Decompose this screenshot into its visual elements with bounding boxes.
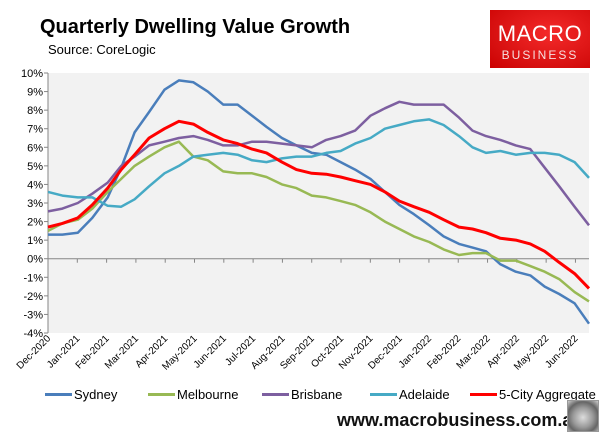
logo-line2: BUSINESS [501, 48, 579, 62]
chart-source: Source: CoreLogic [48, 42, 156, 57]
y-tick-label: -4% [23, 328, 43, 340]
y-tick-label: 8% [27, 105, 43, 117]
y-tick-label: 5% [27, 161, 43, 173]
legend-swatch [262, 393, 289, 396]
legend-item: Melbourne [148, 387, 238, 402]
y-tick-label: -1% [23, 272, 43, 284]
y-tick-label: 4% [27, 179, 43, 191]
website-url: www.macrobusiness.com.au [337, 410, 584, 430]
plot-area [48, 73, 589, 333]
series-line-melbourne [47, 140, 590, 303]
y-tick-label: 3% [27, 198, 43, 210]
legend-item: Sydney [45, 387, 117, 402]
legend-swatch [370, 393, 397, 396]
y-tick-label: -3% [23, 309, 43, 321]
legend-item: Adelaide [370, 387, 450, 402]
series-line-5-city-aggregate [47, 119, 591, 290]
legend-swatch [148, 393, 175, 396]
legend-item: 5-City Aggregate [470, 387, 596, 402]
y-tick-label: 7% [27, 124, 43, 136]
legend-label: Brisbane [291, 387, 343, 402]
y-tick-label: 1% [27, 235, 43, 247]
legend-swatch [45, 393, 72, 396]
legend-label: Adelaide [399, 387, 450, 402]
legend-label: Sydney [74, 387, 118, 402]
legend-item: Brisbane [262, 387, 342, 402]
legend-label: Melbourne [177, 387, 239, 402]
x-tick-label: Jun-2022 [543, 333, 581, 371]
series-line-adelaide [47, 118, 590, 208]
y-tick-label: 9% [27, 87, 43, 99]
legend-label: 5-City Aggregate [499, 387, 596, 402]
y-tick-label: 6% [27, 142, 43, 154]
logo-line1: MACRO [497, 21, 583, 46]
macrobusiness-logo: MACRO BUSINESS [490, 10, 590, 68]
chart-title: Quarterly Dwelling Value Growth [40, 16, 351, 38]
legend-swatch [470, 393, 497, 396]
y-tick-label: 10% [21, 68, 43, 80]
series-line-brisbane [47, 100, 590, 227]
y-tick-label: 0% [27, 254, 43, 266]
y-tick-label: 2% [27, 217, 43, 229]
wolf-logo-icon [567, 400, 599, 432]
x-tick-label: Jun-2021 [192, 333, 230, 371]
y-tick-label: -2% [23, 291, 43, 303]
